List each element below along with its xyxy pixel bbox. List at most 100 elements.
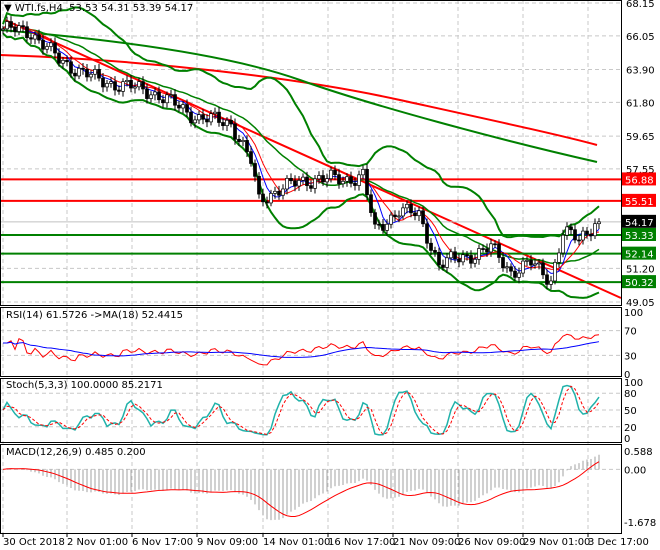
level-tag bbox=[622, 227, 656, 241]
candle-body bbox=[337, 174, 341, 185]
candle-body bbox=[569, 226, 573, 231]
candle-body bbox=[493, 243, 497, 246]
candle-body bbox=[377, 223, 381, 226]
time-label: 26 Nov 09:00 bbox=[458, 537, 525, 548]
panel-frames bbox=[0, 0, 622, 534]
price-tick: 59.65 bbox=[626, 132, 655, 143]
stoch-tick: 50 bbox=[624, 406, 637, 417]
candle-body bbox=[57, 52, 61, 64]
candle-body bbox=[81, 67, 85, 70]
candle-body bbox=[237, 138, 241, 142]
macd-panel[interactable] bbox=[2, 454, 600, 521]
candle-body bbox=[345, 176, 349, 182]
candle-body bbox=[393, 214, 397, 218]
candle-body bbox=[289, 177, 293, 182]
panel-border bbox=[0, 378, 622, 443]
candle-body bbox=[453, 251, 457, 260]
macd-tick: 0.588 bbox=[624, 447, 653, 458]
candle-body bbox=[369, 194, 373, 213]
candle-body bbox=[333, 169, 337, 175]
candle-body bbox=[481, 248, 485, 250]
candle-body bbox=[61, 59, 65, 64]
candle-body bbox=[37, 34, 41, 41]
candle-body bbox=[93, 69, 97, 75]
bollinger-lower bbox=[2, 32, 600, 299]
stoch-panel[interactable] bbox=[2, 384, 600, 436]
candle-body bbox=[177, 104, 181, 109]
candle-body bbox=[157, 91, 161, 101]
candle-body bbox=[357, 174, 361, 186]
candle-body bbox=[305, 176, 309, 186]
candle-body bbox=[313, 178, 317, 189]
dropdown-triangle-icon[interactable]: ▼ bbox=[4, 3, 12, 14]
candle-body bbox=[321, 175, 325, 183]
candle-body bbox=[21, 25, 25, 28]
candle-body bbox=[449, 251, 453, 259]
rsi-ma-line bbox=[3, 341, 600, 358]
trend-line[interactable] bbox=[4, 19, 622, 299]
candle-body bbox=[217, 111, 221, 123]
candle-body bbox=[233, 123, 237, 140]
macd-signal-line bbox=[2, 461, 600, 518]
candle-body bbox=[73, 72, 77, 77]
level-tag bbox=[622, 246, 656, 260]
candle-body bbox=[537, 262, 541, 265]
price-tick: 66.05 bbox=[626, 32, 655, 43]
price-tick: 51.20 bbox=[626, 264, 655, 275]
candle-body bbox=[437, 251, 441, 266]
candle-body bbox=[201, 114, 205, 120]
candle-body bbox=[445, 257, 449, 268]
rsi-tick: 100 bbox=[624, 308, 643, 319]
rsi-tick: 70 bbox=[624, 327, 637, 338]
candle-body bbox=[25, 26, 29, 39]
level-value: 56.88 bbox=[625, 175, 654, 186]
candle-body bbox=[349, 176, 353, 184]
candle-body bbox=[173, 94, 177, 106]
candle-body bbox=[341, 180, 345, 185]
candle-body bbox=[477, 248, 481, 260]
level-value: 50.32 bbox=[625, 278, 654, 289]
candle-body bbox=[489, 243, 493, 253]
candle-body bbox=[509, 266, 513, 272]
candle-body bbox=[389, 214, 393, 225]
candle-body bbox=[329, 169, 333, 180]
candle-body bbox=[361, 169, 365, 176]
candle-body bbox=[165, 94, 169, 104]
candle-body bbox=[517, 272, 521, 278]
rsi-tick: 0 bbox=[624, 370, 630, 381]
candle-body bbox=[525, 260, 529, 262]
candle-body bbox=[257, 175, 261, 195]
time-label: 16 Nov 17:00 bbox=[328, 537, 395, 548]
slow-ma-green-line bbox=[0, 29, 598, 163]
candle-body bbox=[193, 119, 197, 124]
candle-body bbox=[573, 229, 577, 241]
price-tick: 68.15 bbox=[626, 0, 655, 10]
panel-border bbox=[0, 0, 622, 306]
candle-body bbox=[381, 224, 385, 231]
rsi-tick: 30 bbox=[624, 351, 637, 362]
price-tick: 49.05 bbox=[626, 298, 655, 309]
price-tick: 61.80 bbox=[626, 98, 655, 109]
ma-fast-red bbox=[2, 24, 600, 270]
level-tag bbox=[622, 193, 656, 207]
candle-body bbox=[213, 111, 217, 115]
candle-body bbox=[501, 257, 505, 269]
candle-body bbox=[513, 270, 517, 278]
candle-body bbox=[117, 89, 121, 92]
level-value: 53.33 bbox=[625, 231, 654, 242]
symbol-label: WTI.fs,H4 bbox=[14, 3, 63, 14]
candle-body bbox=[169, 94, 173, 96]
slow-ma-red-line bbox=[0, 54, 598, 146]
candle-body bbox=[97, 69, 101, 79]
stoch-tick: 20 bbox=[624, 423, 637, 434]
candle-body bbox=[285, 177, 289, 190]
rsi-panel[interactable] bbox=[3, 333, 600, 366]
candle-body bbox=[153, 91, 157, 96]
candle-body bbox=[185, 104, 189, 113]
candle-body bbox=[125, 80, 129, 83]
candle-body bbox=[565, 226, 569, 236]
price-panel[interactable] bbox=[0, 6, 622, 299]
candle-body bbox=[465, 254, 469, 257]
candle-body bbox=[69, 61, 73, 74]
